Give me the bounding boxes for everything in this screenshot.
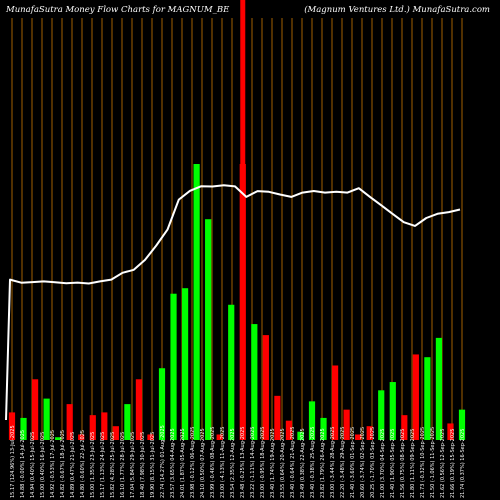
money-flow-bars bbox=[8, 164, 466, 440]
money-flow-bar bbox=[55, 437, 62, 440]
money-flow-bar bbox=[285, 420, 293, 440]
x-tick-label: 21.74 (0.37%) 16-Sep-2025 bbox=[460, 429, 466, 498]
money-flow-bar bbox=[435, 337, 443, 440]
x-tick-label: 21.80 (1.11%) 09-Sep-2025 bbox=[410, 429, 416, 498]
x-tick-label: 15.00 (0.40%) 16-Jul-2025 bbox=[40, 432, 46, 498]
money-flow-bar bbox=[251, 324, 258, 440]
x-tick-label: 22.74 (14.27%) 01-Aug-2025 bbox=[160, 425, 166, 498]
x-tick-label: 23.40 (1.74%) 19-Aug-2025 bbox=[270, 428, 276, 498]
x-tick-label: 18.40 (7.98%) 30-Jul-2025 bbox=[140, 432, 146, 498]
x-tick-label: 23.98 (-0.12%) 06-Aug-2025 bbox=[190, 427, 196, 498]
money-flow-bar bbox=[412, 354, 419, 440]
money-flow-bar bbox=[193, 164, 200, 440]
chart-title-right: (Magnum Ventures Ltd.) MunafaSutra.com bbox=[304, 4, 490, 15]
x-tick-label: 23.22 (-1.11%) 14-Aug-2025 bbox=[250, 427, 256, 498]
x-tick-label: 23.57 (3.65%) 04-Aug-2025 bbox=[170, 428, 176, 498]
x-tick-label: 21.00 (3.70%) 04-Sep-2025 bbox=[380, 429, 386, 498]
money-flow-bar bbox=[378, 390, 385, 440]
money-flow-bar bbox=[181, 288, 189, 440]
current-session-marker bbox=[240, 0, 246, 440]
x-tick-label: 22.20 (-3.48%) 29-Aug-2025 bbox=[340, 427, 346, 498]
x-tick-label: 23.49 (0.38%) 22-Aug-2025 bbox=[300, 428, 306, 498]
price-line-path bbox=[5, 184, 461, 421]
money-flow-bar bbox=[158, 368, 166, 440]
x-tick-label: 16.10 (1.77%) 28-Jul-2025 bbox=[120, 432, 126, 498]
highlight-marker bbox=[240, 0, 246, 440]
x-tick-label: 20.60 (-3.74%) 02-Sep-2025 bbox=[360, 427, 366, 498]
money-flow-bar bbox=[447, 423, 454, 440]
money-flow-bar bbox=[66, 404, 73, 440]
x-tick-label: 23.40 (-0.64%) 21-Aug-2025 bbox=[290, 427, 296, 498]
money-flow-bar bbox=[20, 417, 27, 440]
money-flow-bar bbox=[262, 335, 269, 440]
x-axis-ticks: 15.17 (124.96%) 13-Jul-2025 14.88 (-0.00%… bbox=[10, 425, 466, 498]
money-flow-bar bbox=[43, 398, 50, 440]
money-flow-bar bbox=[228, 304, 235, 440]
money-flow-bar bbox=[331, 365, 339, 440]
x-tick-label: 15.17 (1.13%) 24-Jul-2025 bbox=[100, 432, 106, 498]
x-tick-label: 14.89 (0.47%) 21-Jul-2025 bbox=[70, 432, 76, 498]
x-tick-label: 23.40 (-0.38%) 25-Aug-2025 bbox=[310, 427, 316, 498]
x-tick-label: 23.82 (1.79%) 26-Aug-2025 bbox=[320, 428, 326, 498]
money-flow-bar bbox=[366, 426, 373, 440]
money-flow-bar bbox=[135, 379, 143, 440]
x-tick-label: 15.82 (4.28%) 25-Jul-2025 bbox=[110, 432, 116, 498]
vertical-gridlines bbox=[11, 18, 463, 440]
x-tick-label: 23.00 (-0.95%) 18-Aug-2025 bbox=[260, 427, 266, 498]
money-flow-bar bbox=[31, 379, 39, 440]
x-tick-label: 21.66 (0.19%) 15-Sep-2025 bbox=[450, 429, 456, 498]
x-tick-label: 15.00 (1.35%) 23-Jul-2025 bbox=[90, 432, 96, 498]
x-tick-label: 14.80 (-0.60%) 22-Jul-2025 bbox=[80, 430, 86, 498]
money-flow-bar bbox=[78, 434, 85, 440]
x-tick-label: 19.90 (8.15%) 31-Jul-2025 bbox=[150, 432, 156, 498]
x-tick-label: 24.10 (0.50%) 07-Aug-2025 bbox=[200, 428, 206, 498]
money-flow-bar bbox=[458, 409, 466, 440]
x-tick-label: 24.01 (1.87%) 05-Aug-2025 bbox=[180, 428, 186, 498]
x-tick-label: 23.54 (2.35%) 12-Aug-2025 bbox=[230, 428, 236, 498]
money-flow-bar bbox=[308, 401, 316, 440]
x-tick-label: 23.48 (-0.25%) 13-Aug-2025 bbox=[240, 427, 246, 498]
x-tick-label: 21.40 (1.90%) 05-Sep-2025 bbox=[390, 429, 396, 498]
x-tick-label: 20.25 (-1.70%) 03-Sep-2025 bbox=[370, 427, 376, 498]
money-flow-bar bbox=[216, 434, 223, 440]
x-tick-label: 23.00 (-3.44%) 28-Aug-2025 bbox=[330, 427, 336, 498]
money-flow-bar bbox=[274, 395, 281, 440]
money-flow-bar bbox=[355, 434, 362, 440]
money-flow-bar bbox=[124, 404, 131, 440]
x-tick-label: 14.88 (-0.00%) 14-Jul-2025 bbox=[20, 430, 26, 498]
x-tick-label: 21.40 (-3.60%) 01-Sep-2025 bbox=[350, 427, 356, 498]
money-flow-bar bbox=[343, 409, 350, 440]
money-flow-bar bbox=[8, 412, 16, 440]
money-flow-bar bbox=[101, 412, 108, 440]
money-flow-bar bbox=[401, 415, 408, 440]
money-flow-bar bbox=[170, 293, 177, 440]
money-flow-bar bbox=[205, 219, 212, 440]
x-tick-label: 23.00 (-4.13%) 11-Aug-2025 bbox=[220, 427, 226, 498]
chart-title-left: MunafaSutra Money Flow Charts for MAGNUM… bbox=[5, 5, 230, 15]
x-tick-label: 21.73 (-0.32%) 10-Sep-2025 bbox=[420, 427, 426, 498]
x-tick-label: 23.55 (0.64%) 20-Aug-2025 bbox=[280, 428, 286, 498]
x-tick-label: 21.50 (-1.06%) 11-Sep-2025 bbox=[430, 427, 436, 498]
x-tick-label: 15.17 (124.96%) 13-Jul-2025 bbox=[10, 425, 16, 498]
x-tick-label: 23.99 (-0.46%) 08-Aug-2025 bbox=[210, 427, 216, 498]
x-tick-label: 17.04 (5.84%) 29-Jul-2025 bbox=[130, 432, 136, 498]
money-flow-bar bbox=[89, 415, 96, 440]
x-tick-label: 21.62 (0.56%) 12-Sep-2025 bbox=[440, 429, 446, 498]
x-tick-label: 21.56 (0.75%) 08-Sep-2025 bbox=[400, 429, 406, 498]
price-line bbox=[5, 184, 461, 421]
x-tick-label: 14.94 (0.40%) 15-Jul-2025 bbox=[30, 432, 36, 498]
money-flow-bar bbox=[389, 382, 396, 440]
money-flow-bar bbox=[320, 417, 327, 440]
money-flow-bar bbox=[424, 357, 431, 440]
money-flow-bar bbox=[147, 434, 154, 440]
x-tick-label: 14.92 (-0.53%) 17-Jul-2025 bbox=[50, 430, 56, 498]
money-flow-bar bbox=[112, 426, 119, 440]
x-tick-label: 14.82 (-0.67%) 18-Jul-2025 bbox=[60, 430, 66, 498]
money-flow-bar bbox=[297, 431, 304, 440]
